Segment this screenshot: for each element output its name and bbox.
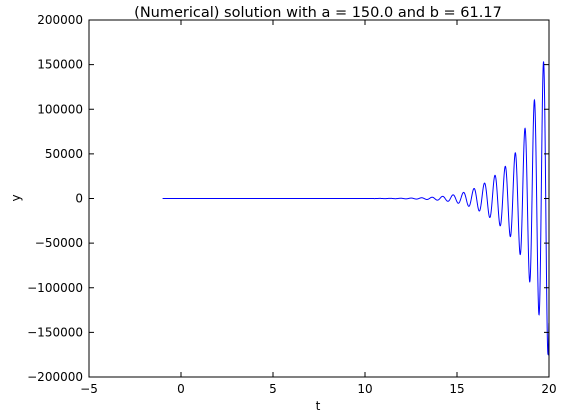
solution-line: [162, 61, 549, 360]
chart-title: (Numerical) solution with a = 150.0 and …: [134, 5, 502, 21]
x-axis-ticks: −5 0 5 10 15 20: [80, 20, 557, 396]
x-axis-label: t: [316, 399, 321, 413]
y-tick-label: −200000: [27, 370, 83, 384]
y-tick-label: 200000: [37, 13, 83, 27]
y-tick-label: 150000: [37, 58, 83, 72]
y-axis-ticks: −200000 −150000 −100000 −50000 0 50000 100000 1…: [27, 13, 549, 384]
y-tick-label: 0: [75, 192, 83, 206]
y-tick-label: 50000: [45, 147, 83, 161]
y-tick-label: −50000: [35, 236, 83, 250]
y-tick-label: −150000: [27, 325, 83, 339]
x-tick-label: 5: [269, 382, 277, 396]
y-tick-label: −100000: [27, 281, 83, 295]
x-tick-label: 15: [449, 382, 464, 396]
y-axis-label: y: [9, 194, 23, 201]
plot-content: [162, 61, 549, 360]
x-tick-label: 0: [177, 382, 185, 396]
x-tick-label: −5: [80, 382, 98, 396]
x-tick-label: 10: [357, 382, 372, 396]
y-tick-label: 100000: [37, 102, 83, 116]
x-tick-label: 20: [541, 382, 556, 396]
